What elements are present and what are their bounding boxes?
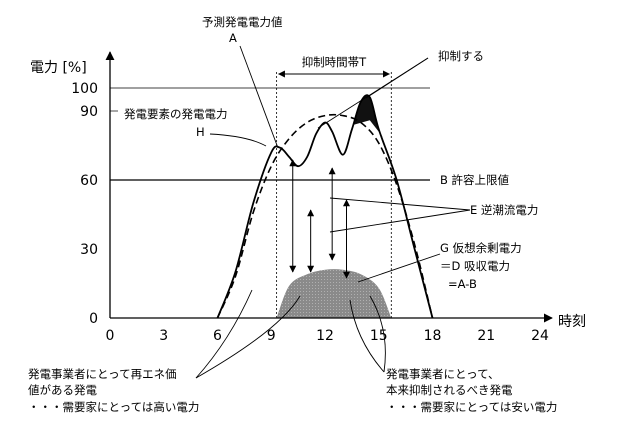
annotations: 予測発電電力値 A 抑制する 発電要素の発電電力 H B 許容上限値 E 逆潮流…	[28, 15, 557, 414]
reverse-flow-label: E 逆潮流電力	[470, 203, 538, 217]
x-tick-9: 9	[267, 328, 276, 344]
window-label: 抑制時間帯T	[302, 55, 367, 69]
x-axis-label: 時刻	[558, 314, 586, 330]
annotation-leaders	[195, 45, 471, 379]
x-tick-labels: 0 3 6 9 12 15 18 21 24	[106, 328, 549, 344]
generation-letter: H	[196, 125, 205, 139]
x-tick-6: 6	[213, 328, 222, 344]
absorption-arrows	[289, 159, 350, 279]
y-tick-0: 0	[89, 311, 98, 327]
y-tick-labels: 0 30 60 90 100	[71, 81, 98, 327]
y-tick-60: 60	[80, 173, 98, 189]
forecast-curve	[216, 113, 434, 319]
limit-label: B 許容上限値	[440, 173, 510, 187]
x-tick-21: 21	[477, 328, 495, 344]
forecast-letter: A	[229, 31, 237, 45]
y-tick-90: 90	[80, 104, 98, 120]
curtailment-window: 抑制時間帯T	[276, 55, 392, 318]
note-right-1: 発電事業者にとって、	[386, 367, 500, 381]
x-tick-3: 3	[159, 328, 168, 344]
note-left-3: ・・・需要家にとっては高い電力	[28, 400, 199, 414]
y-axis-label: 電力 [%]	[30, 60, 87, 76]
y-tick-30: 30	[80, 242, 98, 258]
y-tick-100: 100	[71, 81, 98, 97]
curtail-label: 抑制する	[438, 49, 484, 63]
virtual-surplus-label-1: G 仮想余剰電力	[440, 241, 522, 255]
generation-curve	[216, 94, 434, 319]
note-right-2: 本来抑制されるべき発電	[386, 383, 513, 397]
virtual-surplus-label-2: ＝D 吸収電力	[440, 259, 510, 273]
x-tick-0: 0	[106, 328, 115, 344]
virtual-surplus-label-3: =A-B	[448, 277, 477, 291]
absorbed-power-area	[276, 269, 392, 318]
x-tick-24: 24	[531, 328, 549, 344]
note-left-2: 値がある発電	[28, 383, 97, 397]
generation-label: 発電要素の発電電力	[124, 107, 228, 121]
forecast-label: 予測発電電力値	[202, 15, 283, 29]
note-right-3: ・・・需要家にとっては安い電力	[386, 400, 557, 414]
curtailed-peak-fill	[353, 95, 385, 139]
x-tick-18: 18	[424, 328, 442, 344]
reference-lines	[110, 87, 430, 112]
note-left-1: 発電事業者にとって再エネ価	[28, 367, 177, 381]
x-tick-12: 12	[316, 328, 334, 344]
